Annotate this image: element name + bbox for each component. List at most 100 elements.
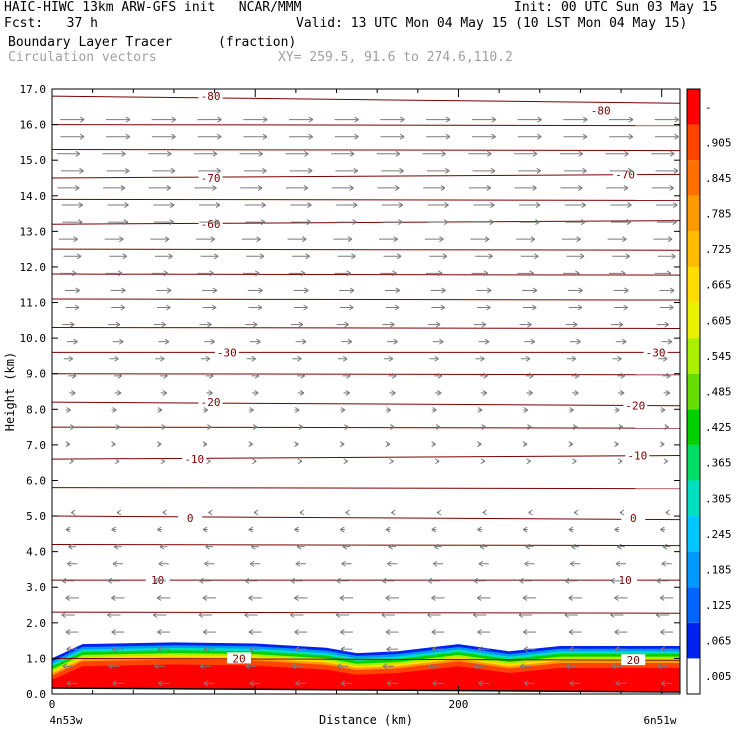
wind-vector xyxy=(155,355,165,362)
wind-vector-head xyxy=(569,646,574,653)
wind-vector xyxy=(517,133,542,140)
wind-vector xyxy=(152,612,167,618)
wind-vector xyxy=(112,338,124,345)
wind-vector xyxy=(523,680,535,687)
wind-vector-head xyxy=(427,612,432,618)
wind-vector-head xyxy=(660,526,665,533)
wind-vector xyxy=(154,253,173,260)
contour-label: 20 xyxy=(232,652,245,665)
wind-vector-head xyxy=(480,458,486,465)
wind-vector-head xyxy=(391,390,396,396)
wind-vector xyxy=(344,424,349,431)
wind-vector xyxy=(112,646,124,653)
wind-vector-head xyxy=(73,236,78,243)
wind-vector xyxy=(339,441,345,448)
contour-label: 0 xyxy=(630,512,637,525)
wind-vector-head xyxy=(112,560,118,567)
wind-vector-head xyxy=(580,219,586,226)
wind-vector-head xyxy=(627,167,633,174)
wind-vector xyxy=(522,441,528,448)
wind-vector-head xyxy=(257,185,263,191)
wind-vector xyxy=(382,663,394,670)
wind-vector xyxy=(295,338,307,345)
wind-vector xyxy=(203,407,209,413)
wind-vectors xyxy=(56,116,679,687)
wind-vector-head xyxy=(565,663,571,670)
wind-vector-head xyxy=(624,150,629,157)
wind-vector xyxy=(480,458,486,465)
wind-vector-head xyxy=(578,150,584,157)
wind-vector xyxy=(114,458,120,465)
wind-vector-head xyxy=(353,167,359,174)
wind-vector-head xyxy=(153,577,158,584)
wind-vector xyxy=(150,236,170,243)
colorbar-frame xyxy=(686,88,701,695)
contour-line xyxy=(51,657,681,661)
wind-vector xyxy=(432,646,444,653)
wind-vector xyxy=(292,355,302,362)
wind-vector-head xyxy=(217,116,222,123)
wind-vector xyxy=(473,219,494,226)
contour-line xyxy=(51,326,681,330)
wind-vector xyxy=(569,560,581,567)
wind-vector-head xyxy=(431,441,436,448)
wind-vector xyxy=(572,458,577,465)
contour-line xyxy=(51,124,681,127)
wind-vector xyxy=(289,133,313,140)
wind-vector-head xyxy=(391,509,396,516)
forecast-hour: Fcst: 37 h xyxy=(4,16,98,31)
wind-vector xyxy=(157,407,163,413)
wind-vector xyxy=(656,321,669,328)
wind-vector-head xyxy=(441,150,446,157)
wind-vector xyxy=(202,287,218,294)
wind-vector xyxy=(198,612,213,618)
wind-vector-head xyxy=(290,577,295,584)
wind-vector-head xyxy=(352,202,358,208)
wind-vector xyxy=(665,509,670,516)
wind-vector-head xyxy=(388,543,393,550)
wind-vector xyxy=(380,133,405,140)
colorbar-label: .545 xyxy=(705,350,732,363)
wind-vector-head xyxy=(388,355,394,362)
wind-vector-head xyxy=(290,612,295,618)
wind-vector-head xyxy=(298,321,304,328)
contour-line xyxy=(51,544,681,547)
wind-vector xyxy=(110,287,126,294)
wind-vector-head xyxy=(249,560,255,567)
wind-vector-head xyxy=(618,321,624,328)
wind-vector-head xyxy=(445,116,451,123)
wind-vector xyxy=(246,253,265,260)
wind-vector xyxy=(57,185,80,191)
wind-vector-head xyxy=(75,287,80,294)
wind-vector xyxy=(68,543,77,550)
wind-vector xyxy=(65,629,79,635)
wind-vector xyxy=(64,287,80,294)
wind-vector xyxy=(611,321,624,328)
wind-vector-head xyxy=(574,372,580,379)
wind-vector xyxy=(473,202,495,208)
wind-vector-head xyxy=(617,355,622,362)
wind-vector-head xyxy=(107,612,112,618)
wind-vector-head xyxy=(478,680,483,687)
wind-vector xyxy=(426,133,451,140)
wind-vector-head xyxy=(299,509,305,516)
wind-vector-head xyxy=(159,543,165,550)
wind-vector-head xyxy=(395,150,401,157)
wind-vector-head xyxy=(569,680,575,687)
wind-vector xyxy=(104,236,124,243)
wind-vector-head xyxy=(661,680,666,687)
contour-label-bg xyxy=(613,574,638,586)
wind-vector-head xyxy=(169,219,174,226)
wind-vector xyxy=(422,150,446,157)
wind-vector xyxy=(614,629,628,635)
wind-vector xyxy=(107,612,121,618)
wind-vector-head xyxy=(303,185,309,191)
wind-vector-head xyxy=(254,372,260,379)
wind-vector xyxy=(619,509,625,516)
wind-vector xyxy=(568,526,574,533)
wind-vector-head xyxy=(347,338,353,345)
wind-vector xyxy=(472,133,496,140)
wind-vector-head xyxy=(399,133,405,140)
